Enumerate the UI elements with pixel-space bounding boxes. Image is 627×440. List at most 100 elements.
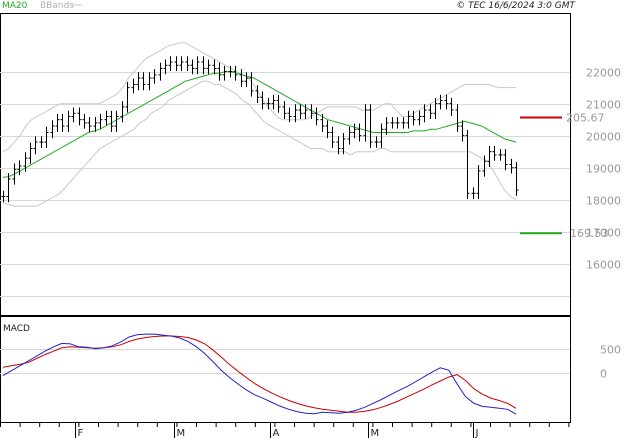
ohlc-bar — [109, 110, 114, 132]
x-tick-label: A — [273, 428, 280, 439]
macd-title: MACD — [3, 324, 30, 334]
ohlc-bar — [271, 94, 276, 110]
x-tick-label: M — [177, 428, 186, 439]
bollinger-bands — [2, 42, 517, 207]
macd-y-axis-labels: 0 500 — [600, 344, 621, 381]
ohlc-bar — [471, 187, 476, 200]
ohlc-bar — [179, 56, 184, 71]
ohlc-bar — [422, 104, 427, 123]
price-tick-label: 22000 — [586, 67, 621, 80]
macd-tick-label: 0 — [600, 368, 607, 381]
bbands-upper-line — [2, 42, 516, 153]
ohlc-bar — [136, 72, 141, 91]
ohlc-bar — [449, 97, 454, 116]
ohlc-bar — [174, 56, 179, 71]
ohlc-bar — [390, 117, 395, 129]
ohlc-bar — [206, 59, 211, 75]
ohlc-bar — [417, 110, 422, 126]
ohlc-bar — [379, 123, 384, 148]
ohlc-bar — [44, 126, 49, 148]
ohlc-bar — [330, 126, 335, 148]
ohlc-bar — [201, 56, 206, 75]
ohlc-bar — [482, 155, 487, 177]
ohlc-bar — [433, 97, 438, 120]
ma20-line-path — [2, 71, 517, 178]
ohlc-bar — [384, 117, 389, 136]
ohlc-bar — [114, 110, 119, 132]
ohlc-bar — [131, 78, 136, 94]
ohlc-bar — [152, 69, 157, 84]
ohlc-bar — [266, 97, 271, 110]
ohlc-bar — [352, 123, 357, 139]
ohlc-bar — [347, 126, 352, 145]
resistance-label: 205.67 — [566, 112, 605, 125]
ohlc-bar — [66, 110, 71, 132]
ohlc-bar — [217, 62, 222, 81]
bbands-lower-line — [2, 80, 517, 207]
ohlc-bar — [503, 149, 508, 171]
ohlc-bar — [314, 107, 319, 126]
ohlc-bar — [28, 142, 33, 164]
ohlc-bar — [12, 163, 17, 185]
ohlc-bar — [82, 113, 87, 129]
ohlc-bar — [282, 101, 287, 120]
ohlc-bar — [320, 113, 325, 132]
ma20-line — [2, 71, 517, 178]
price-panel-frame — [0, 13, 571, 316]
x-tick-label: M — [371, 428, 380, 439]
ohlc-bar — [50, 120, 55, 139]
ohlc-bar — [492, 145, 497, 161]
ohlc-bar — [293, 104, 298, 123]
ohlc-bar — [185, 56, 190, 71]
ohlc-bar — [71, 107, 76, 123]
price-tick-label: 20000 — [586, 131, 621, 144]
macd-line — [2, 333, 517, 415]
copyright-label: © TEC 16/6/2024 3:0 GMT — [456, 1, 576, 11]
ohlc-bar — [125, 81, 130, 113]
ohlc-bar — [374, 136, 379, 148]
ohlc-bar — [476, 165, 481, 200]
price-tick-label: 21000 — [586, 99, 621, 112]
ohlc-bar — [276, 94, 281, 113]
ohlc-bar — [498, 149, 503, 161]
ohlc-bar — [260, 91, 265, 110]
ohlc-bar — [368, 104, 373, 148]
bbands-legend-label: BBands — [40, 1, 74, 11]
x-tick-label: F — [78, 428, 84, 439]
price-tick-label: 19000 — [586, 163, 621, 176]
macd-tick-label: 500 — [600, 344, 621, 357]
ohlc-bar — [411, 110, 416, 126]
price-tick-label: 18000 — [586, 195, 621, 208]
ohlc-bar — [298, 104, 303, 120]
ohlc-bar — [141, 72, 146, 91]
ohlc-bar — [465, 129, 470, 200]
x-tick-label: J — [475, 428, 479, 439]
ohlc-bar — [158, 62, 163, 81]
ohlc-bar — [23, 152, 28, 172]
ohlc-bar — [514, 161, 519, 196]
ohlc-bar — [104, 110, 109, 126]
ohlc-bar — [1, 190, 6, 203]
ohlc-bar — [401, 117, 406, 129]
ohlc-bar — [222, 65, 227, 81]
ohlc-bar — [168, 56, 173, 71]
ohlc-bar — [444, 94, 449, 110]
price-grid — [0, 72, 570, 297]
ohlc-bar — [406, 110, 411, 129]
price-tick-label: 16000 — [586, 259, 621, 272]
ohlc-bar — [33, 136, 38, 155]
ohlc-bar — [357, 123, 362, 142]
ohlc-bar — [487, 145, 492, 168]
ohlc-bar — [509, 158, 514, 174]
ohlc-bar — [309, 104, 314, 120]
ohlc-bar — [55, 113, 60, 132]
ohlc-bar — [287, 107, 292, 123]
ohlc-bar — [77, 107, 82, 126]
ohlc-bar — [460, 120, 465, 142]
ohlc-bar — [233, 65, 238, 81]
ohlc-bar — [303, 104, 308, 120]
ohlc-bar — [147, 72, 152, 91]
ohlc-bar — [341, 133, 346, 155]
